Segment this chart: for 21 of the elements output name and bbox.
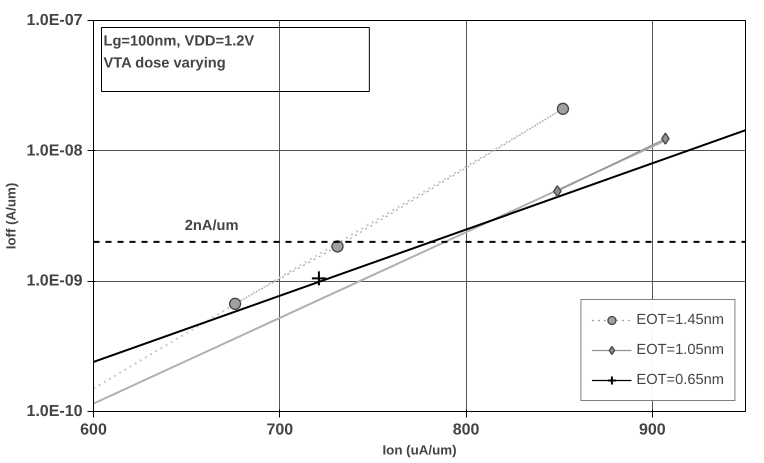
legend-label: EOT=1.05nm	[636, 342, 724, 358]
annotation: VTA dose varying	[104, 56, 226, 72]
x-axis-title: Ion (uA/um)	[382, 442, 457, 458]
y-tick-label: 1.0E-09	[26, 272, 83, 290]
point	[661, 132, 670, 145]
y-tick-label: 1.0E-07	[26, 12, 83, 29]
x-tick-label: 700	[266, 422, 294, 438]
point	[228, 298, 242, 310]
x-tick-label: 900	[639, 422, 666, 438]
point	[556, 102, 570, 115]
legend-label: EOT=1.45nm	[636, 312, 724, 328]
point	[310, 270, 327, 286]
x-tick-label: 800	[452, 422, 480, 438]
ref-line-label: 2nA/um	[184, 218, 239, 234]
point	[553, 185, 562, 198]
annotation: Lg=100nm, VDD=1.2V	[104, 34, 254, 50]
y-tick-label: 1.0E-10	[26, 403, 83, 420]
y-tick-label: 1.0E-08	[26, 142, 83, 160]
x-tick-label: 600	[80, 422, 107, 438]
y-axis-title: Ioff (A/um)	[3, 182, 18, 250]
legend-label: EOT=0.65nm	[636, 372, 724, 388]
